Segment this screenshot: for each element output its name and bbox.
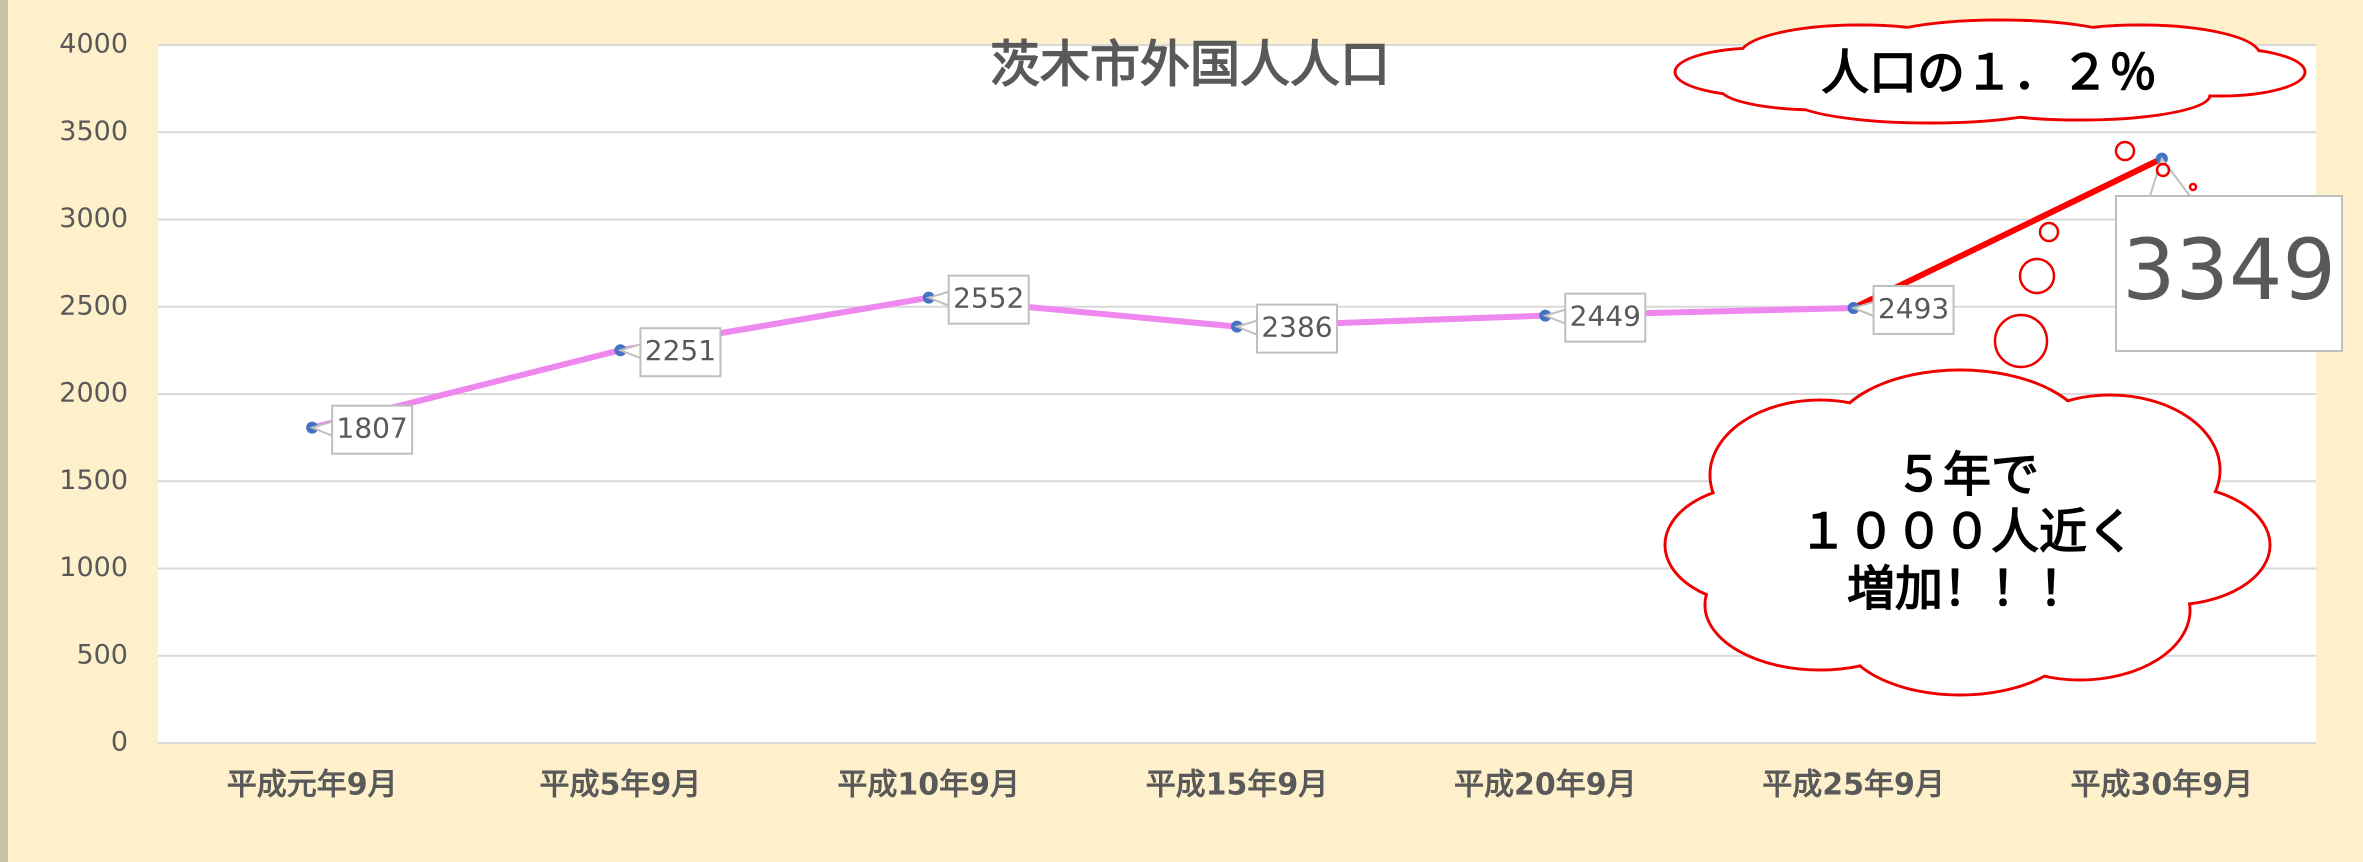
data-label: 2251 (645, 334, 716, 367)
y-tick-label: 0 (111, 727, 128, 758)
thought-bubble (2190, 184, 2196, 190)
data-label: 2386 (1261, 311, 1332, 344)
annotation: 人口の１．２％ (1821, 45, 2157, 101)
x-tick-label: 平成元年9月 (227, 768, 398, 803)
chart-title: 茨木市外国人人口 (990, 36, 1390, 94)
data-label: 2493 (1878, 292, 1949, 325)
data-label: 2449 (1570, 300, 1641, 333)
x-tick-label: 平成5年9月 (540, 768, 702, 803)
x-tick-label: 平成30年9月 (2071, 768, 2254, 803)
y-tick-label: 1000 (59, 552, 128, 583)
data-label: 3349 (2122, 221, 2336, 319)
left-edge (0, 0, 8, 862)
data-label: 2552 (953, 282, 1024, 315)
thought-bubble (2116, 142, 2134, 160)
data-label: 1807 (337, 412, 408, 445)
x-tick-label: 平成15年9月 (1146, 768, 1329, 803)
annotation: ５年で (1895, 447, 2039, 503)
y-tick-label: 500 (76, 639, 128, 670)
page: 1807 2251 2552 2386 2449 2493 3349 茨木市外国人人口 人口… (0, 0, 2363, 862)
thought-bubble (2040, 223, 2058, 241)
y-tick-label: 1500 (59, 465, 128, 496)
y-tick-label: 4000 (59, 29, 128, 60)
x-tick-label: 平成10年9月 (837, 768, 1020, 803)
y-tick-label: 2000 (59, 378, 128, 409)
x-tick-label: 平成25年9月 (1762, 768, 1945, 803)
annotation: 増加！！！ (1847, 561, 2087, 617)
annotation: １０００人近く (1799, 504, 2135, 560)
thought-bubble (1995, 315, 2047, 367)
y-tick-label: 3500 (59, 116, 128, 147)
y-tick-label: 2500 (59, 290, 128, 321)
thought-bubble (2157, 164, 2169, 176)
y-tick-label: 3000 (59, 203, 128, 234)
thought-bubble (2020, 259, 2054, 293)
chart: 1807 2251 2552 2386 2449 2493 3349 茨木市外国人人口 人口… (0, 0, 2363, 862)
x-tick-label: 平成20年9月 (1454, 768, 1637, 803)
